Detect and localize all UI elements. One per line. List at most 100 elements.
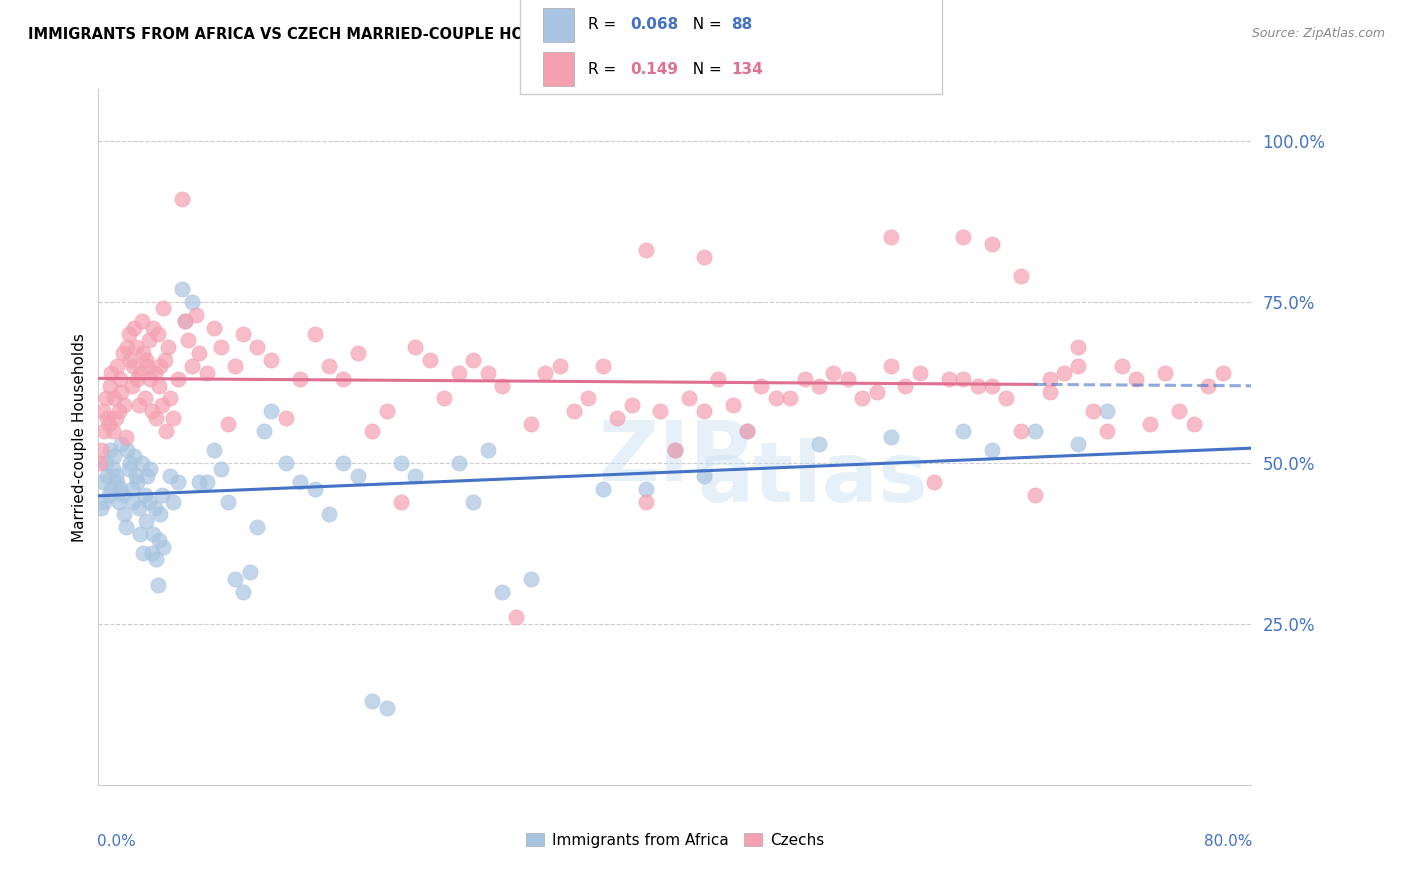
Point (136, 468, 159, 483)
Point (620, 398, 643, 412)
Point (274, 456, 297, 470)
Point (1010, 424, 1032, 438)
Point (94, 392, 117, 406)
Point (101, 462, 124, 476)
Point (274, 410, 297, 425)
Point (1039, 384, 1062, 399)
Point (751, 378, 773, 392)
Point (1168, 404, 1191, 418)
Point (149, 359, 172, 374)
Point (304, 326, 326, 341)
Point (114, 520, 136, 534)
Point (136, 359, 159, 374)
Point (217, 494, 239, 508)
Point (578, 392, 600, 406)
Point (105, 359, 128, 374)
Point (851, 392, 873, 406)
Point (142, 320, 165, 334)
Point (1097, 424, 1119, 438)
Point (94, 456, 117, 470)
Point (966, 378, 988, 392)
Point (562, 404, 585, 418)
Point (375, 404, 398, 418)
Point (156, 340, 179, 354)
Point (97, 488, 120, 502)
Point (1024, 424, 1046, 438)
Point (159, 468, 181, 483)
Point (152, 301, 174, 316)
Point (174, 314, 197, 328)
Point (107, 494, 129, 508)
Point (779, 392, 801, 406)
Point (332, 372, 354, 386)
Point (93, 424, 115, 438)
Point (735, 424, 758, 438)
Point (823, 366, 845, 380)
Point (143, 500, 166, 515)
Point (894, 378, 917, 392)
Point (117, 340, 139, 354)
Point (389, 494, 412, 508)
Point (98, 378, 121, 392)
Point (1067, 436, 1090, 450)
Point (592, 482, 614, 496)
Point (246, 520, 269, 534)
Point (1111, 359, 1133, 374)
Point (121, 378, 143, 392)
Point (117, 442, 139, 457)
Point (149, 508, 172, 522)
Point (146, 326, 169, 341)
Point (650, 404, 672, 418)
Point (1067, 340, 1090, 354)
Point (134, 392, 156, 406)
Point (693, 250, 716, 264)
Point (162, 494, 184, 508)
Text: N =: N = (683, 62, 727, 77)
Point (100, 366, 122, 380)
Point (135, 514, 157, 528)
Point (1212, 366, 1234, 380)
Point (636, 494, 658, 508)
Point (880, 430, 903, 444)
Point (808, 378, 831, 392)
Point (808, 436, 831, 450)
Text: 0.149: 0.149 (630, 62, 678, 77)
Point (129, 526, 152, 541)
Point (707, 372, 730, 386)
Point (765, 392, 787, 406)
Point (122, 359, 145, 374)
Point (260, 404, 283, 418)
Point (129, 366, 152, 380)
Point (548, 359, 571, 374)
Point (1081, 404, 1104, 418)
Point (105, 475, 128, 490)
Point (1010, 268, 1032, 283)
Point (461, 494, 484, 508)
Point (132, 346, 155, 360)
Point (318, 359, 340, 374)
Point (231, 326, 254, 341)
Point (995, 392, 1018, 406)
Y-axis label: Married-couple Households: Married-couple Households (72, 333, 87, 541)
Point (246, 340, 269, 354)
Point (290, 372, 312, 386)
Point (1197, 378, 1219, 392)
Point (1182, 417, 1205, 432)
Point (139, 462, 162, 476)
Point (880, 230, 903, 244)
Point (186, 308, 208, 322)
Point (104, 468, 127, 483)
Point (188, 346, 211, 360)
Text: R =: R = (588, 62, 621, 77)
Point (111, 346, 134, 360)
Point (103, 450, 125, 464)
Point (592, 359, 614, 374)
Point (139, 372, 162, 386)
Point (908, 366, 931, 380)
Text: atlas: atlas (697, 438, 928, 519)
Point (188, 475, 211, 490)
Point (1097, 404, 1119, 418)
Point (520, 417, 543, 432)
Text: R =: R = (588, 18, 621, 32)
Point (110, 384, 132, 399)
